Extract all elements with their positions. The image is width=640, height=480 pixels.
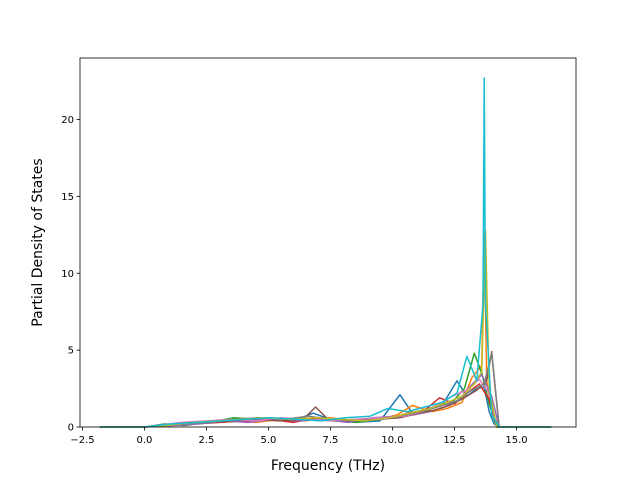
y-tick-label: 20	[61, 115, 74, 126]
x-axis-label: Frequency (THz)	[271, 458, 385, 474]
x-tick-label: 5.0	[261, 435, 277, 446]
x-tick-label: 12.5	[443, 435, 465, 446]
y-tick-label: 10	[61, 269, 74, 280]
y-tick-label: 0	[68, 423, 74, 434]
series-layer	[99, 77, 552, 428]
x-axis: −2.5 0.0 2.5 5.0 7.5 10.0 12.5 15.0	[70, 427, 528, 446]
y-tick-label: 5	[68, 346, 74, 357]
series-line-9	[99, 77, 552, 428]
x-tick-label: 15.0	[505, 435, 527, 446]
x-tick-label: −2.5	[70, 435, 94, 446]
x-tick-label: 2.5	[199, 435, 215, 446]
y-tick-label: 15	[61, 192, 74, 203]
x-tick-label: 10.0	[381, 435, 403, 446]
y-axis-label: Partial Density of States	[30, 158, 46, 326]
axes-frame	[79, 57, 577, 428]
x-tick-label: 7.5	[323, 435, 339, 446]
y-axis: 0 5 10 15 20	[61, 115, 80, 434]
x-tick-label: 0.0	[137, 435, 153, 446]
